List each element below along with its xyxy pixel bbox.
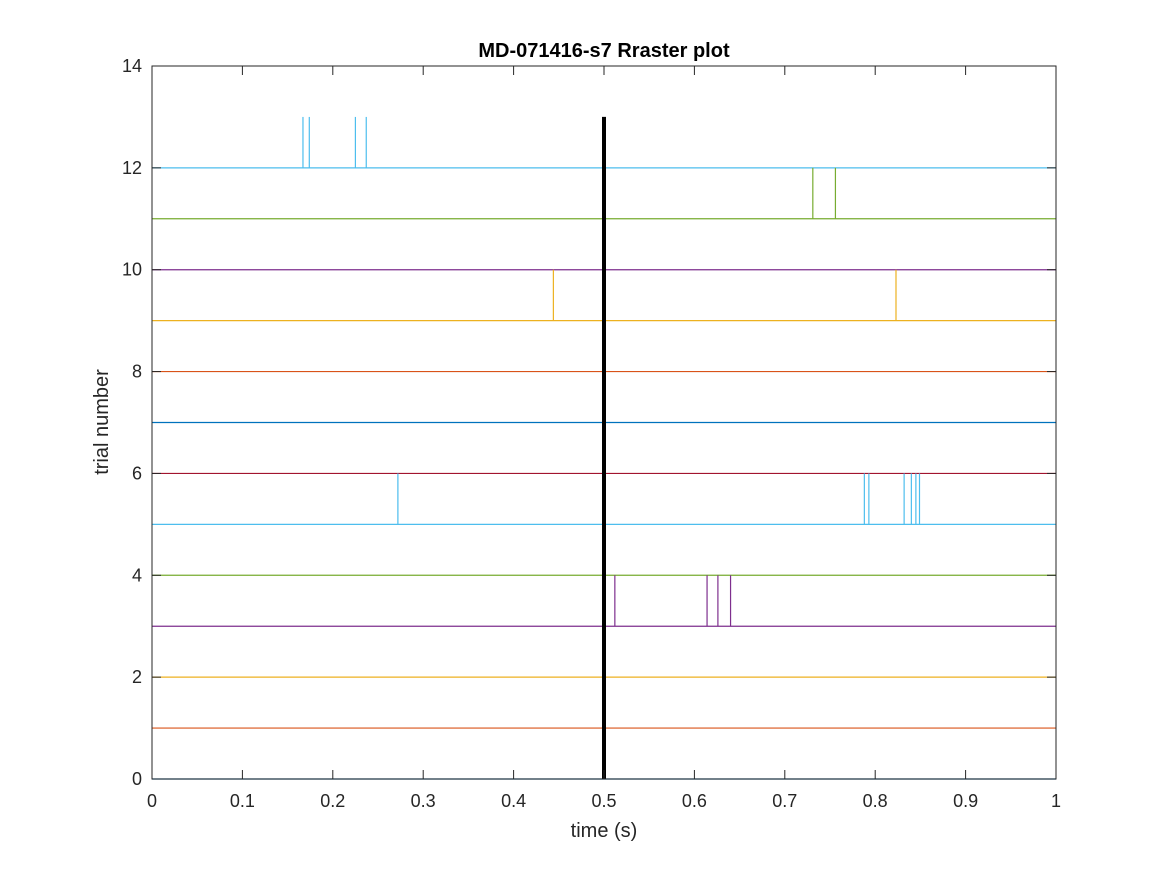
y-axis-ticks: 0 2 4 6 8 10 12 14 [122,56,1056,789]
x-tick-label: 0.4 [501,791,526,811]
x-tick-label: 0.6 [682,791,707,811]
x-tick-label: 0.3 [411,791,436,811]
y-tick-label: 4 [132,565,142,585]
chart-title: MD-071416-s7 Rraster plot [478,40,730,62]
x-tick-label: 0.8 [863,791,888,811]
x-axis-label: time (s) [571,820,638,842]
y-tick-label: 14 [122,56,142,76]
y-tick-label: 6 [132,463,142,483]
y-tick-label: 8 [132,362,142,382]
y-tick-label: 12 [122,158,142,178]
x-tick-label: 0.1 [230,791,255,811]
y-axis-label: trial number [91,369,113,475]
x-tick-label: 0.9 [953,791,978,811]
y-tick-label: 0 [132,769,142,789]
x-axis-ticks: 0 0.1 0.2 0.3 0.4 0.5 0.6 0.7 0.8 0.9 1 [147,66,1061,811]
x-tick-label: 0.5 [591,791,616,811]
x-tick-label: 0.2 [320,791,345,811]
y-tick-label: 2 [132,667,142,687]
spike-marks [302,116,921,627]
y-tick-label: 10 [122,260,142,280]
x-tick-label: 0.7 [772,791,797,811]
x-tick-label: 0 [147,791,157,811]
x-tick-label: 1 [1051,791,1061,811]
